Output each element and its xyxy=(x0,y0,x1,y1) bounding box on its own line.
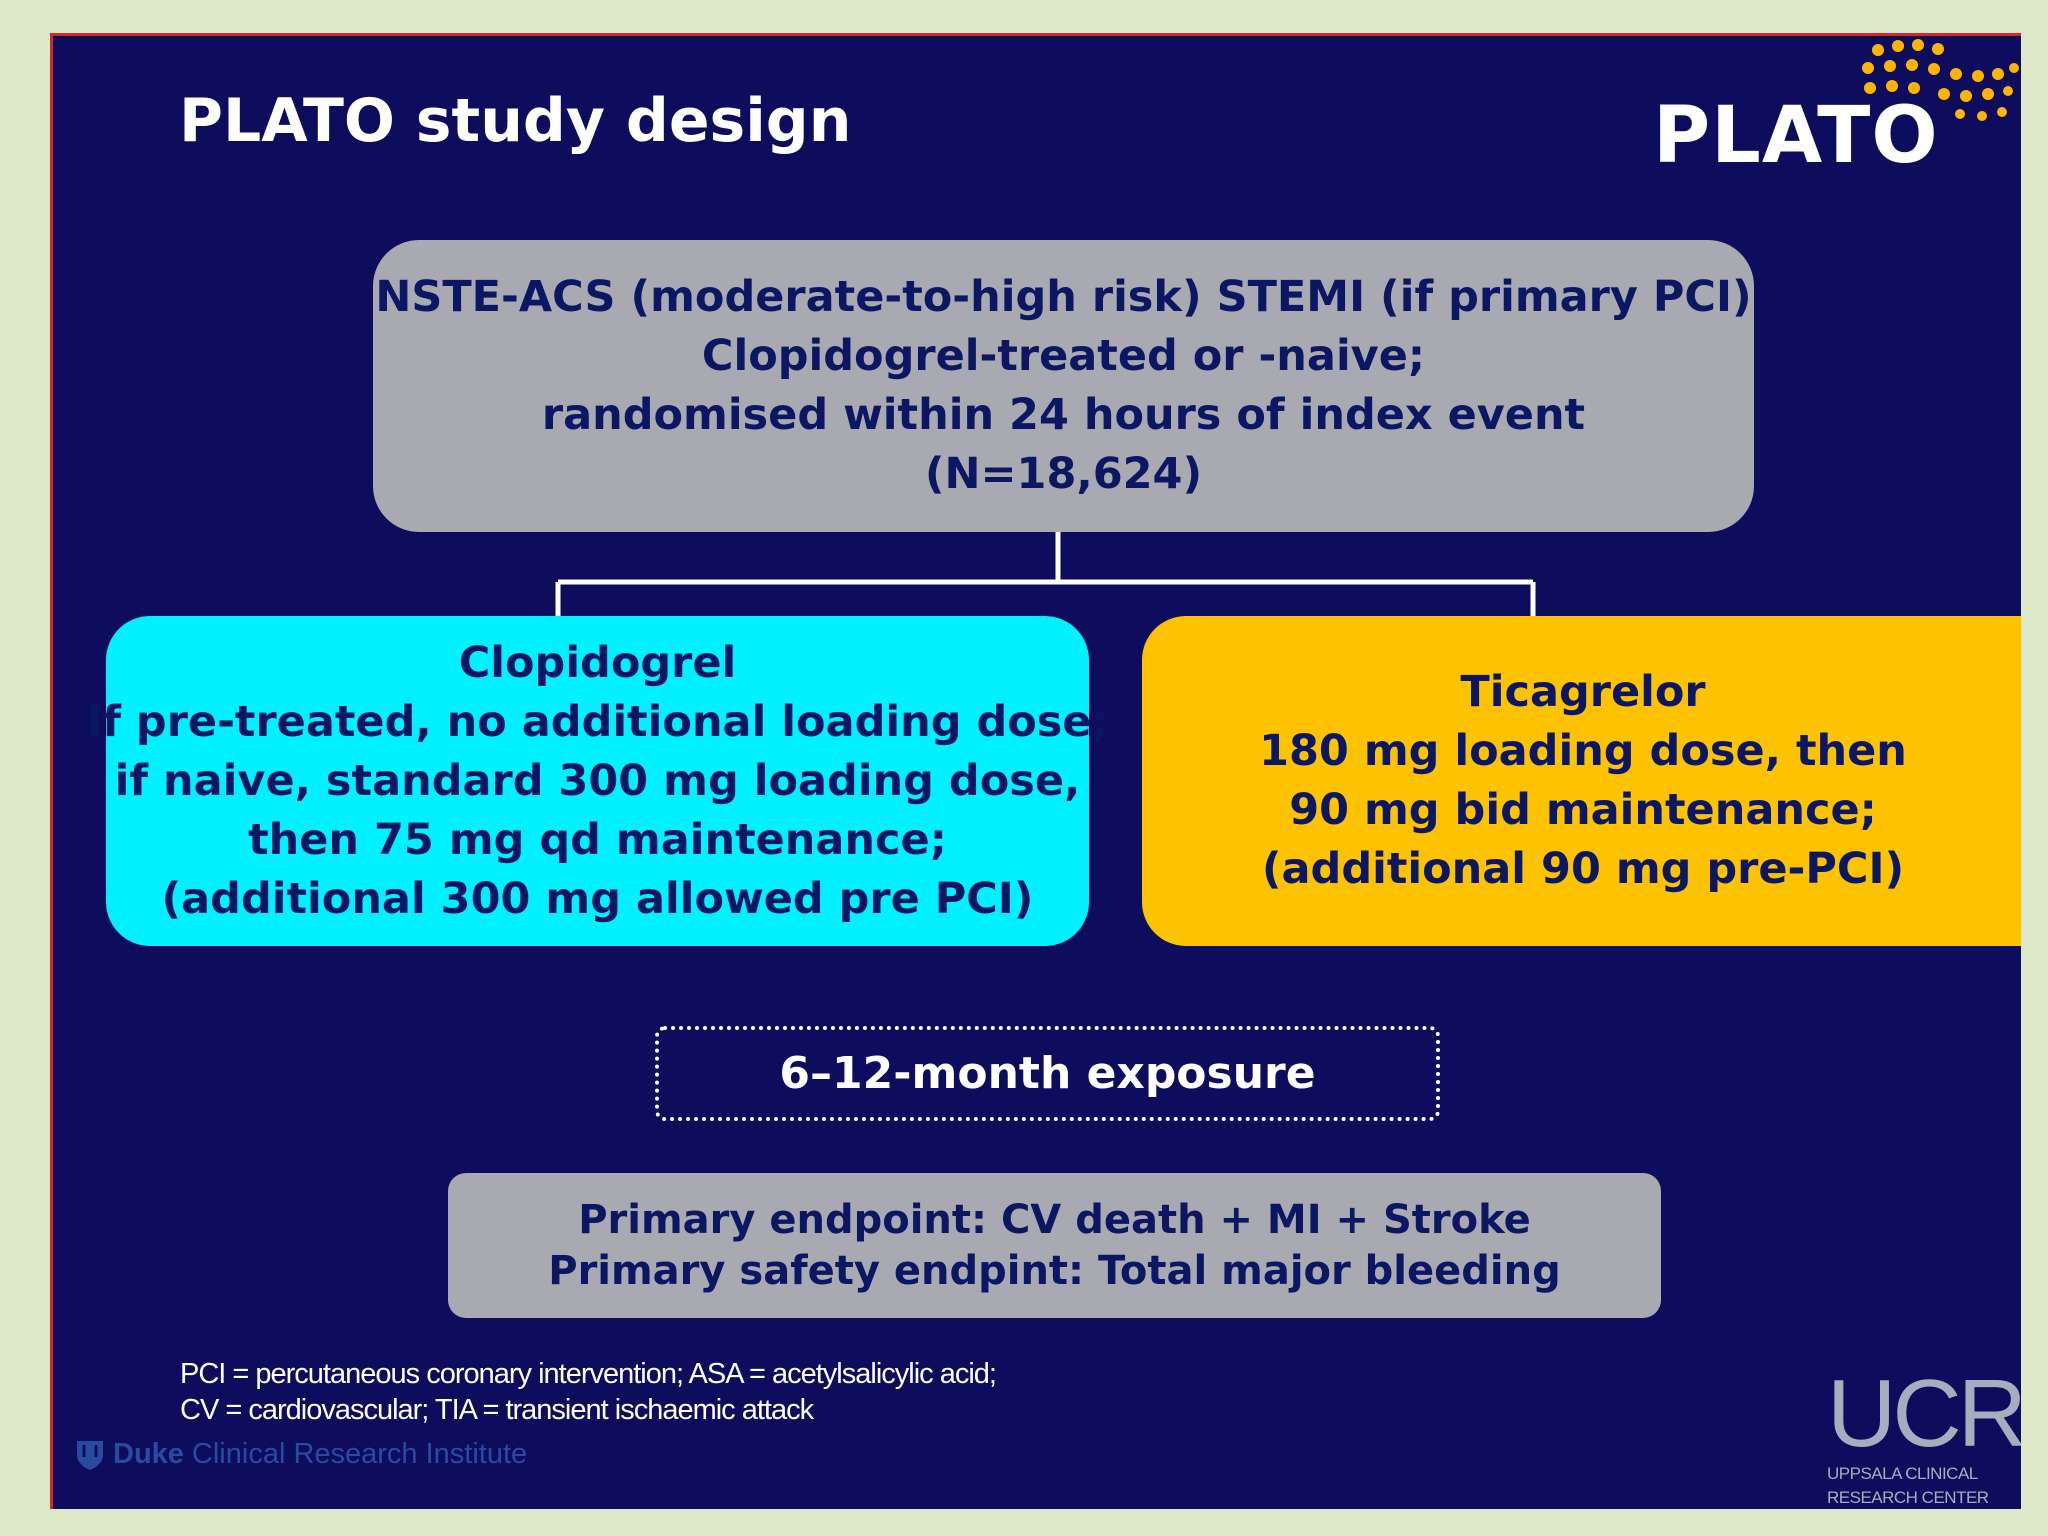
clopidogrel-line: If pre-treated, no additional loading do… xyxy=(86,696,1109,747)
footnote: PCI = percutaneous coronary intervention… xyxy=(180,1356,997,1428)
duke-shield-icon xyxy=(77,1440,103,1470)
exposure-box: 6–12-month exposure xyxy=(655,1026,1440,1121)
randomisation-connector xyxy=(555,532,1536,616)
footnote-line: PCI = percutaneous coronary intervention… xyxy=(180,1358,997,1390)
population-line: (N=18,624) xyxy=(924,449,1203,499)
clopidogrel-line: Clopidogrel xyxy=(458,637,737,688)
ticagrelor-line: Ticagrelor xyxy=(1460,667,1706,717)
endpoint-box: Primary endpoint: CV death + MI + Stroke… xyxy=(448,1173,1661,1318)
endpoint-line: Primary endpoint: CV death + MI + Stroke xyxy=(578,1196,1531,1243)
clopidogrel-arm-box: Clopidogrel If pre-treated, no additiona… xyxy=(86,616,1109,946)
ucr-subtitle: UPPSALA CLINICAL xyxy=(1827,1464,1978,1483)
clopidogrel-line: then 75 mg qd maintenance; xyxy=(248,814,947,865)
footnote-line: CV = cardiovascular; TIA = transient isc… xyxy=(180,1394,814,1426)
ucr-mark: UCR xyxy=(1827,1360,2021,1467)
plato-logo-text: PLATO xyxy=(1653,91,1939,181)
population-line: Clopidogrel-treated or -naive; xyxy=(701,331,1426,381)
ucr-subtitle: RESEARCH CENTER xyxy=(1827,1488,1989,1507)
ticagrelor-line: (additional 90 mg pre-PCI) xyxy=(1261,844,1905,894)
population-line: NSTE-ACS (moderate-to-high risk) STEMI (… xyxy=(375,272,1752,322)
clopidogrel-line: (additional 300 mg allowed pre PCI) xyxy=(161,873,1034,924)
plato-logo-dots-icon xyxy=(1862,39,2019,121)
ticagrelor-arm-box: Ticagrelor 180 mg loading dose, then 90 … xyxy=(1142,616,2021,946)
clopidogrel-line: if naive, standard 300 mg loading dose, xyxy=(114,755,1081,806)
duke-institute: Clinical Research Institute xyxy=(191,1438,528,1470)
slide-title: PLATO study design xyxy=(179,86,852,156)
ticagrelor-line: 90 mg bid maintenance; xyxy=(1289,785,1877,835)
endpoint-line: Primary safety endpint: Total major blee… xyxy=(548,1247,1561,1294)
ticagrelor-line: 180 mg loading dose, then xyxy=(1259,726,1907,776)
ucr-logo: UCR UPPSALA CLINICAL RESEARCH CENTER xyxy=(1827,1366,2021,1509)
exposure-label: 6–12-month exposure xyxy=(779,1048,1316,1099)
population-line: randomised within 24 hours of index even… xyxy=(541,390,1586,440)
slide: PLATO study design PLATO NSTE-ACS (moder… xyxy=(50,33,2021,1509)
duke-name: Duke xyxy=(113,1438,184,1470)
duke-logo: Duke Clinical Research Institute xyxy=(75,1438,527,1471)
population-box: NSTE-ACS (moderate-to-high risk) STEMI (… xyxy=(373,240,1754,532)
